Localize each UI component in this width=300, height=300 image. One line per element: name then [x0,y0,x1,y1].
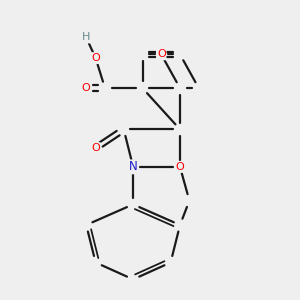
Text: O: O [82,83,91,93]
Text: N: N [129,160,137,173]
Text: H: H [82,32,90,43]
Text: O: O [176,162,184,172]
Text: O: O [157,50,166,59]
Text: O: O [91,53,100,63]
Text: O: O [91,143,100,153]
